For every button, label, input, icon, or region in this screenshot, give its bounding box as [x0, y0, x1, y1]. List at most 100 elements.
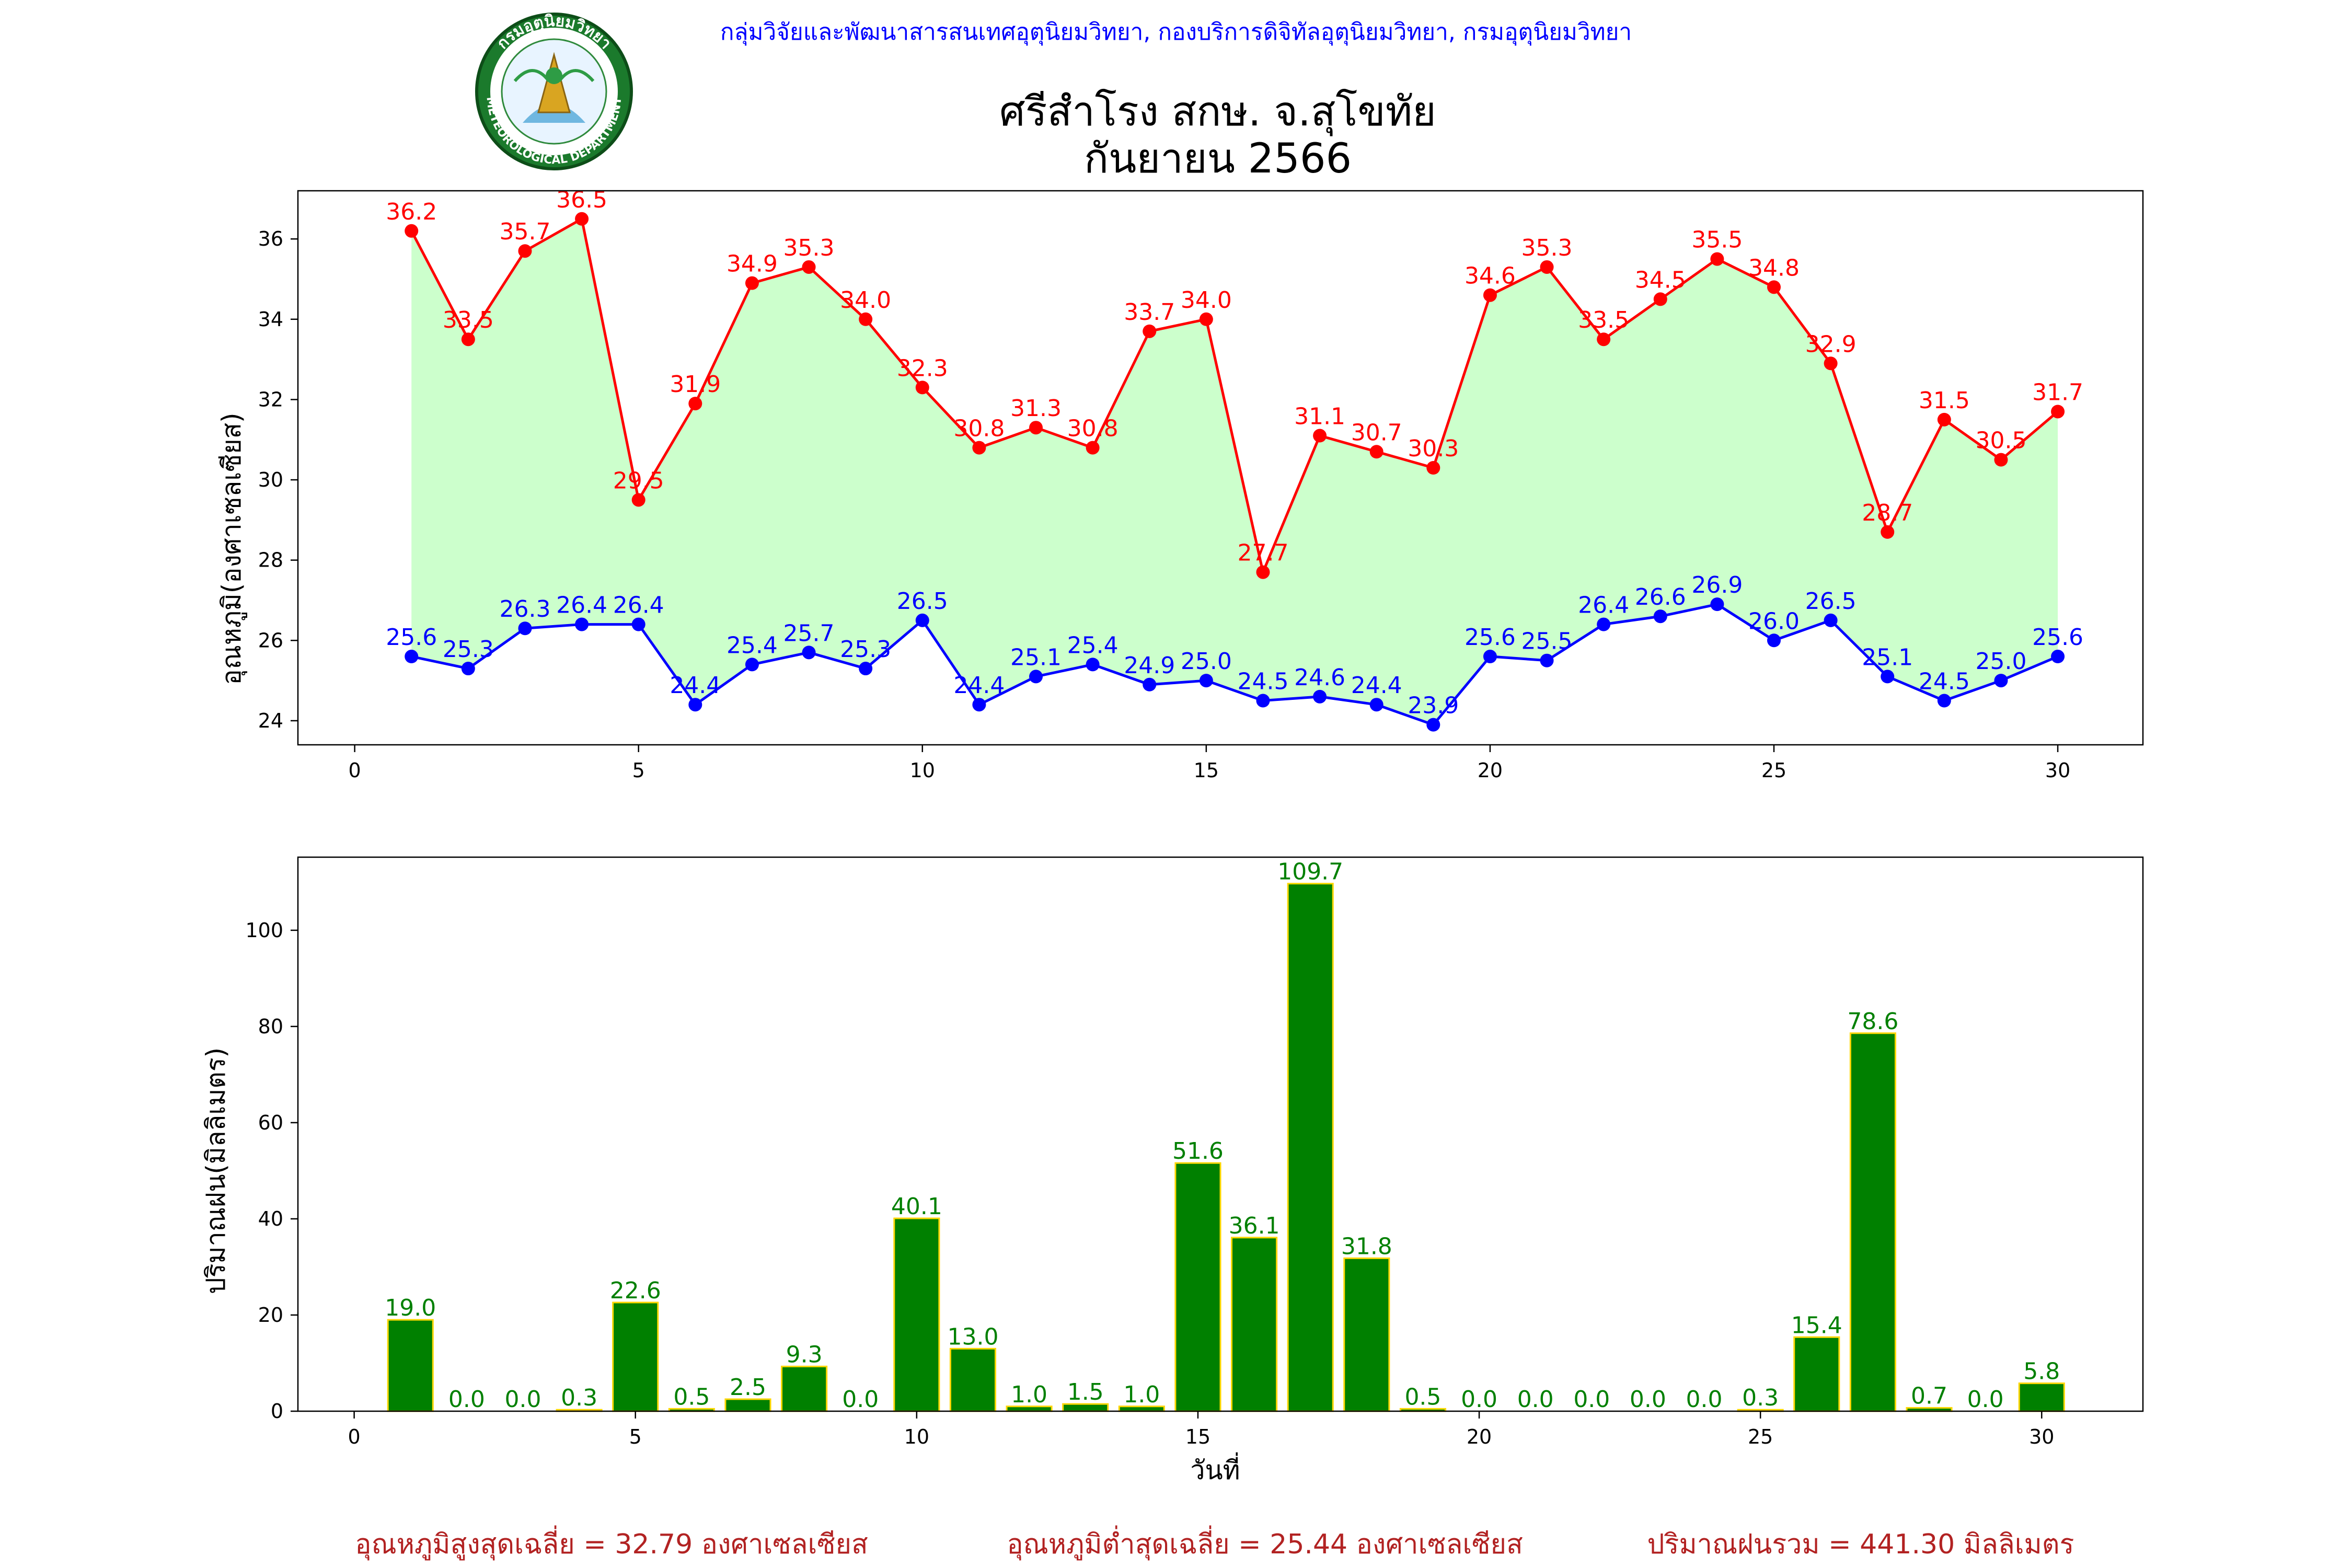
min-temperature-point [688, 698, 702, 712]
rainfall-value-label: 0.5 [673, 1383, 710, 1410]
rainfall-y-tick-label: 40 [258, 1207, 283, 1230]
rainfall-value-label: 40.1 [891, 1193, 942, 1220]
temperature-y-tick-label: 28 [258, 549, 283, 572]
temperature-y-tick-label: 24 [258, 709, 283, 732]
max-temperature-label: 34.0 [840, 287, 891, 314]
rainfall-bar [949, 1347, 997, 1412]
min-temperature-label: 26.5 [897, 588, 948, 615]
rainfall-value-label: 0.3 [561, 1385, 597, 1411]
temperature-x-tick-label: 30 [2045, 759, 2070, 782]
max-temperature-label: 35.3 [1521, 235, 1573, 261]
temperature-y-tick-label: 32 [258, 388, 283, 411]
min-temperature-point [461, 662, 475, 676]
max-temperature-point [802, 260, 816, 274]
rainfall-x-axis-label: วันที่ [1190, 1452, 1240, 1485]
min-temperature-label: 26.0 [1748, 608, 1800, 635]
min-temperature-label: 26.4 [1578, 592, 1629, 619]
max-temperature-point [631, 493, 645, 507]
min-temperature-label: 25.0 [1975, 648, 2026, 675]
temperature-x-tick-label: 0 [349, 759, 361, 782]
rainfall-value-label: 15.4 [1791, 1312, 1842, 1339]
max-temperature-label: 30.5 [1975, 428, 2026, 454]
rainfall-value-label: 109.7 [1277, 859, 1343, 885]
max-temperature-point [1653, 292, 1667, 306]
min-temperature-label: 25.5 [1521, 628, 1573, 655]
rainfall-value-label: 0.0 [1573, 1386, 1610, 1413]
max-temperature-point [1143, 324, 1157, 338]
rainfall-value-label: 0.0 [842, 1386, 879, 1413]
max-temperature-point [745, 276, 759, 290]
min-temperature-label: 23.9 [1408, 693, 1459, 719]
max-temperature-label: 34.8 [1748, 255, 1800, 281]
rainfall-x-tick-label: 25 [1748, 1425, 1773, 1448]
max-temperature-label: 30.8 [1067, 416, 1119, 442]
average-max-temperature: อุณหภูมิสูงสุดเฉลี่ย = 32.79 องศาเซลเซีย… [355, 1525, 868, 1561]
max-temperature-label: 31.9 [670, 371, 721, 398]
max-temperature-point [1029, 421, 1043, 435]
rainfall-bar [1287, 883, 1334, 1412]
max-temperature-point [1994, 453, 2008, 467]
meteorological-department-logo: กรมอุตุนิยมวิทยา METEOROLOGICAL DEPARTME… [475, 12, 633, 170]
min-temperature-point [1143, 677, 1157, 691]
temperature-x-tick-label: 25 [1761, 759, 1786, 782]
rainfall-value-label: 1.0 [1011, 1381, 1047, 1408]
total-rainfall: ปริมาณฝนรวม = 441.30 มิลลิเมตร [1647, 1529, 2074, 1560]
min-temperature-point [1313, 689, 1327, 704]
min-temperature-point [1881, 670, 1895, 684]
max-temperature-point [1937, 412, 1951, 426]
min-temperature-point [1994, 674, 2008, 688]
min-temperature-point [1767, 633, 1781, 648]
min-temperature-label: 25.6 [1465, 624, 1516, 651]
rainfall-value-label: 0.0 [1630, 1386, 1666, 1413]
temperature-y-tick-label: 30 [258, 468, 283, 491]
min-temperature-label: 26.4 [556, 592, 607, 619]
temperature-plot: 36.225.633.525.335.726.336.526.429.526.4… [258, 187, 2144, 782]
rainfall-y-tick-label: 100 [245, 919, 283, 942]
min-temperature-label: 25.3 [840, 636, 891, 663]
average-min-temperature: อุณหภูมิต่ำสุดเฉลี่ย = 25.44 องศาเซลเซีย… [1007, 1525, 1523, 1561]
min-temperature-point [1483, 650, 1497, 664]
rainfall-bar [893, 1217, 940, 1412]
min-temperature-point [1824, 613, 1838, 627]
max-temperature-label: 31.1 [1294, 403, 1345, 430]
min-temperature-label: 26.5 [1805, 588, 1857, 615]
max-temperature-point [1483, 288, 1497, 302]
rainfall-x-tick-label: 0 [348, 1425, 361, 1448]
min-temperature-point [1426, 718, 1440, 732]
max-temperature-label: 30.8 [953, 416, 1005, 442]
min-temperature-point [2051, 650, 2065, 664]
temperature-x-tick-label: 10 [910, 759, 935, 782]
rainfall-x-tick-label: 10 [904, 1425, 929, 1448]
min-temperature-label: 26.9 [1691, 572, 1743, 598]
min-temperature-point [1029, 670, 1043, 684]
temperature-x-tick-label: 15 [1194, 759, 1219, 782]
rainfall-bar [2018, 1382, 2065, 1412]
max-temperature-label: 36.2 [386, 199, 437, 225]
rainfall-value-label: 51.6 [1172, 1138, 1224, 1165]
max-temperature-line [410, 216, 2059, 577]
max-temperature-point [915, 381, 929, 395]
max-temperature-point [1824, 356, 1838, 371]
rainfall-value-label: 0.5 [1404, 1383, 1441, 1410]
rainfall-plot: 19.0 0.0 0.0 0.3 22.6 0.5 2.5 9.3 0.0 40.1 13.0 1.0… [245, 856, 2144, 1448]
temperature-y-tick-label: 34 [258, 308, 283, 331]
min-temperature-label: 25.4 [727, 632, 778, 659]
max-temperature-point [859, 312, 873, 326]
min-temperature-point [518, 621, 532, 636]
max-temperature-label: 35.5 [1691, 227, 1743, 253]
max-temperature-label: 33.5 [443, 307, 494, 333]
max-temperature-point [1313, 429, 1327, 443]
min-temperature-label: 26.6 [1635, 584, 1686, 610]
rainfall-value-label: 22.6 [610, 1277, 661, 1304]
rainfall-bar [1174, 1162, 1221, 1412]
min-temperature-label: 25.1 [1862, 644, 1913, 671]
max-temperature-label: 30.3 [1408, 435, 1459, 462]
min-temperature-label: 26.4 [613, 592, 664, 619]
min-temperature-point [972, 698, 986, 712]
rainfall-bar [1343, 1257, 1390, 1412]
rainfall-bar [1793, 1336, 1840, 1412]
min-temperature-point [575, 617, 589, 631]
min-temperature-label: 26.3 [499, 596, 550, 622]
max-temperature-point [518, 244, 532, 258]
max-temperature-label: 29.5 [613, 467, 664, 494]
